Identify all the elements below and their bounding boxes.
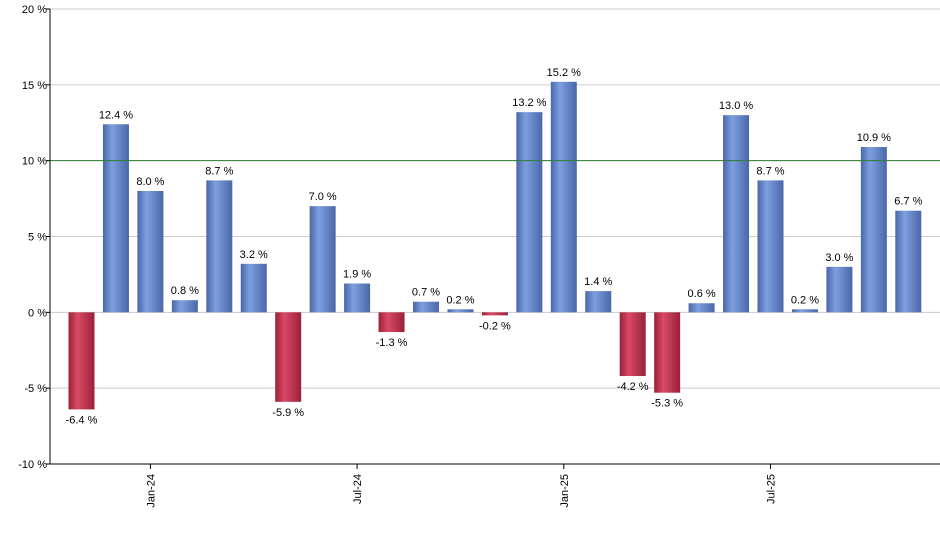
data-label: 1.4 % xyxy=(584,276,612,288)
grid-lines xyxy=(50,8,940,465)
data-label: 8.7 % xyxy=(205,165,233,177)
bar xyxy=(688,303,715,313)
axes: 20 % 15 % 10 % 5 % 0 % -5 % -10 % Jan-24 Jul-24 J… xyxy=(18,4,940,508)
bar xyxy=(309,206,336,313)
data-label: 8.0 % xyxy=(136,176,164,188)
y-tick-label: -10 % xyxy=(18,459,47,471)
y-tick-label: 5 % xyxy=(28,232,47,244)
x-tick-label: Jan-25 xyxy=(559,474,571,508)
bar xyxy=(68,312,95,410)
data-label: 8.7 % xyxy=(756,165,784,177)
data-label: 0.2 % xyxy=(446,294,474,306)
bar xyxy=(275,312,302,402)
data-label: 6.7 % xyxy=(894,196,922,208)
bar xyxy=(206,180,233,313)
data-label: -0.2 % xyxy=(479,320,511,332)
data-label: -5.3 % xyxy=(651,398,683,410)
bars xyxy=(68,81,922,410)
data-label: 7.0 % xyxy=(309,191,337,203)
data-label: 15.2 % xyxy=(547,67,581,79)
data-label: 0.8 % xyxy=(171,285,199,297)
bar xyxy=(654,312,681,393)
y-tick-label: -5 % xyxy=(24,383,47,395)
bar xyxy=(791,309,818,313)
data-label: 3.2 % xyxy=(240,249,268,261)
bar xyxy=(102,124,129,313)
data-label: 12.4 % xyxy=(99,109,133,121)
bar xyxy=(413,301,439,313)
y-tick-label: 15 % xyxy=(22,80,47,92)
data-label: 10.9 % xyxy=(857,132,891,144)
data-label: 0.6 % xyxy=(688,288,716,300)
data-label: 1.9 % xyxy=(343,269,371,281)
x-tick-label: Jul-25 xyxy=(766,474,778,504)
data-label: 13.2 % xyxy=(512,97,546,109)
bar xyxy=(171,300,198,313)
bar xyxy=(860,147,887,313)
data-label: 3.0 % xyxy=(825,252,853,264)
data-label: 0.2 % xyxy=(791,294,819,306)
x-tick-label: Jan-24 xyxy=(145,474,157,508)
y-tick-label: 20 % xyxy=(22,4,47,16)
bar xyxy=(447,309,474,313)
bar xyxy=(550,81,577,313)
bar xyxy=(619,312,646,377)
bar xyxy=(826,266,853,313)
bar xyxy=(585,291,612,313)
data-labels: -6.4 % 12.4 % 8.0 % 0.8 % 8.7 % 3.2 % -5.9 % 7.… xyxy=(66,67,923,427)
y-tick-label: 0 % xyxy=(28,307,47,319)
bar xyxy=(378,312,405,333)
x-tick-label: Jul-24 xyxy=(352,474,364,504)
bar xyxy=(895,210,922,313)
y-tick-label: 10 % xyxy=(22,156,47,168)
bar xyxy=(516,112,543,313)
bar xyxy=(137,191,164,313)
bar xyxy=(344,283,371,313)
bar xyxy=(723,115,750,313)
data-label: -4.2 % xyxy=(617,381,649,393)
bar xyxy=(757,180,784,313)
data-label: -6.4 % xyxy=(66,414,98,426)
bar xyxy=(240,263,267,313)
data-label: 0.7 % xyxy=(412,287,440,299)
bar xyxy=(481,312,508,316)
data-label: -5.9 % xyxy=(272,407,304,419)
data-label: 13.0 % xyxy=(719,100,753,112)
data-label: -1.3 % xyxy=(376,337,408,349)
